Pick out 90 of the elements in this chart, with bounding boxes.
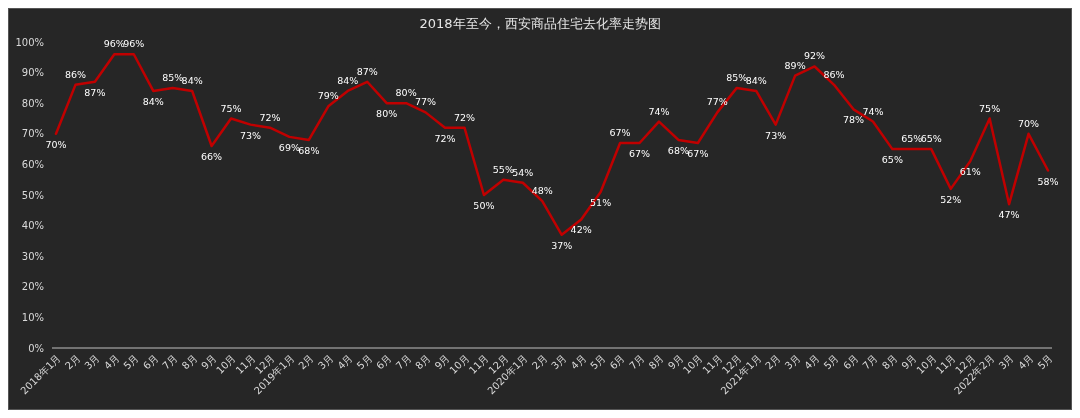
y-tick-label: 70%: [21, 128, 44, 140]
text: 37%: [551, 239, 573, 251]
text: 72%: [434, 132, 456, 144]
text: 80%: [376, 108, 398, 120]
x-tick-label: 3月: [782, 352, 803, 372]
text: 65%: [901, 133, 923, 145]
x-tick-label: 5月: [1035, 352, 1055, 372]
text: 65%: [920, 133, 942, 145]
text: 87%: [356, 65, 378, 77]
text: 78%: [842, 114, 865, 126]
x-tick-label: 4月: [802, 352, 822, 372]
x-tick-label: 5月: [821, 352, 841, 372]
text: 67%: [687, 147, 709, 159]
text: 68%: [667, 144, 689, 156]
y-tick-label: 100%: [15, 36, 44, 48]
text: 87%: [84, 86, 106, 98]
text: 70%: [1017, 117, 1040, 129]
text: 48%: [531, 185, 553, 197]
text: 72%: [259, 111, 281, 123]
y-tick-label: 10%: [21, 311, 44, 323]
text: 68%: [298, 144, 320, 156]
y-tick-label: 0%: [28, 342, 44, 354]
text: 84%: [745, 74, 767, 86]
text: 86%: [64, 68, 87, 80]
x-tick-label: 8月: [879, 352, 900, 372]
text: 89%: [784, 59, 806, 71]
chart-title: 2018年至今，西安商品住宅去化率走势图: [419, 16, 661, 31]
x-tick-label: 6月: [841, 352, 861, 372]
y-tick-label: 80%: [21, 97, 44, 109]
x-tick-label: 5月: [354, 352, 375, 372]
x-tick-label: 6月: [374, 352, 394, 372]
text: 79%: [317, 90, 339, 102]
text: 92%: [804, 50, 826, 62]
x-tick-label: 7月: [160, 352, 180, 372]
x-tick-label: 8月: [179, 352, 200, 372]
x-tick-label: 5月: [121, 352, 141, 372]
text: 96%: [123, 38, 145, 50]
text: 65%: [881, 154, 903, 166]
text: 67%: [628, 147, 651, 159]
text: 66%: [201, 151, 223, 163]
text: 84%: [142, 95, 164, 107]
x-tick-label: 8月: [646, 352, 666, 372]
x-tick-label: 3月: [996, 352, 1016, 372]
y-tick-label: 20%: [21, 281, 44, 293]
text: 69%: [278, 141, 300, 153]
x-tick-label: 3月: [82, 352, 102, 372]
text: 54%: [512, 166, 534, 178]
text: 75%: [979, 102, 1001, 114]
text: 42%: [570, 224, 592, 236]
text: 67%: [609, 126, 631, 138]
x-tick-label: 2月: [296, 352, 316, 372]
x-tick-label: 4月: [101, 352, 122, 372]
y-tick-label: 50%: [21, 189, 44, 201]
x-tick-label: 4月: [568, 352, 589, 372]
x-tick-label: 6月: [607, 352, 627, 372]
text: 73%: [765, 129, 787, 141]
x-tick-label: 6月: [140, 352, 161, 372]
x-tick-label: 2月: [62, 352, 83, 372]
x-tick-label: 3月: [315, 352, 336, 372]
text: 84%: [337, 74, 359, 86]
text: 86%: [823, 68, 845, 80]
text: 72%: [453, 111, 476, 123]
y-tick-label: 90%: [21, 67, 44, 79]
text: 73%: [239, 129, 262, 141]
text: 74%: [648, 105, 670, 117]
y-tick-label: 40%: [21, 220, 44, 232]
x-tick-label: 3月: [549, 352, 569, 372]
text: 50%: [473, 200, 495, 211]
x-tick-label: 5月: [588, 352, 608, 372]
x-tick-label: 7月: [860, 352, 880, 372]
text: 55%: [492, 163, 514, 175]
x-tick-label: 7月: [393, 352, 414, 372]
text: 58%: [1037, 175, 1059, 187]
text: 84%: [181, 74, 203, 86]
text: 77%: [415, 96, 437, 108]
x-tick-label: 4月: [1016, 352, 1036, 372]
text: 96%: [103, 38, 125, 50]
text: 80%: [395, 87, 417, 99]
y-tick-label: 30%: [21, 250, 44, 262]
x-tick-label: 7月: [627, 352, 647, 372]
text: 52%: [940, 193, 962, 205]
text: 75%: [220, 102, 242, 114]
text: 70%: [45, 138, 67, 150]
x-tick-label: 8月: [413, 352, 433, 372]
x-tick-label: 2月: [763, 352, 783, 372]
x-tick-label: 2月: [529, 352, 550, 372]
text: 47%: [998, 209, 1020, 221]
x-tick-label: 4月: [335, 352, 355, 372]
text: 74%: [862, 105, 884, 117]
y-tick-label: 60%: [21, 158, 44, 170]
